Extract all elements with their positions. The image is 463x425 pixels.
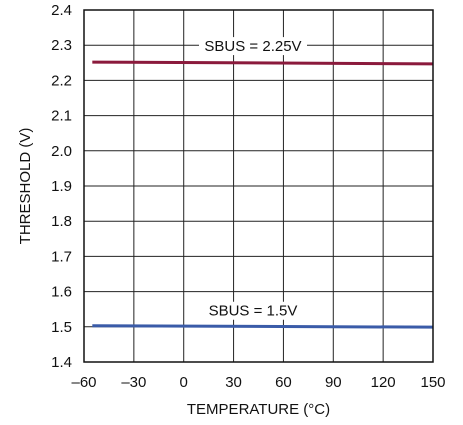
x-tick-labels: –60 –30 0 30 60 90 120 150 — [71, 374, 445, 391]
x-tick-label: 0 — [180, 374, 188, 391]
y-tick-label: 1.8 — [51, 213, 72, 230]
y-tick-label: 1.6 — [51, 284, 72, 301]
annotation-background — [199, 37, 307, 56]
y-tick-label: 1.4 — [51, 354, 72, 371]
series-lines — [92, 60, 434, 329]
y-tick-label: 1.7 — [51, 248, 72, 265]
y-axis-label: THRESHOLD (V) — [17, 128, 34, 245]
y-tick-labels: 1.4 1.5 1.6 1.7 1.8 1.9 2.0 2.1 2.2 2.3 2.4 — [51, 2, 72, 371]
series-annotation: SBUS = 1.5V — [209, 303, 298, 320]
x-axis-label: TEMPERATURE (°C) — [187, 401, 330, 418]
annotation-background — [199, 301, 307, 320]
x-tick-label: –60 — [71, 374, 96, 391]
grid-lines — [84, 10, 433, 362]
x-tick-label: 90 — [325, 374, 342, 391]
plot-frame — [83, 9, 434, 363]
y-tick-label: 1.5 — [51, 319, 72, 336]
x-tick-label: 30 — [225, 374, 242, 391]
series-line — [92, 60, 434, 66]
y-tick-label: 2.0 — [51, 143, 72, 160]
x-tick-label: 60 — [275, 374, 292, 391]
y-tick-label: 2.2 — [51, 72, 72, 89]
y-tick-label: 2.1 — [51, 108, 72, 125]
y-tick-label: 2.3 — [51, 37, 72, 54]
y-tick-label: 2.4 — [51, 2, 72, 19]
series-annotations: SBUS = 2.25V SBUS = 1.5V — [199, 37, 307, 320]
x-tick-label: –30 — [121, 374, 146, 391]
series-line — [92, 324, 434, 329]
x-tick-label: 150 — [420, 374, 445, 391]
y-tick-label: 1.9 — [51, 178, 72, 195]
series-annotation: SBUS = 2.25V — [204, 38, 301, 55]
x-tick-label: 120 — [371, 374, 396, 391]
